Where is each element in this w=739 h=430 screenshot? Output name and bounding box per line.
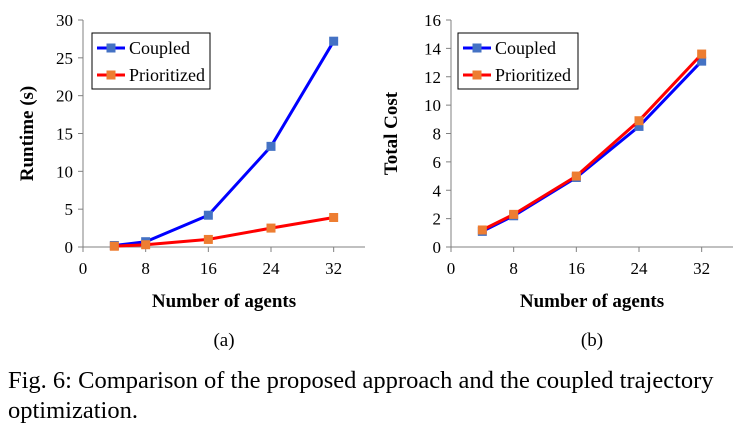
data-point-prioritized: [141, 240, 151, 250]
data-point-prioritized: [329, 212, 339, 222]
data-point-prioritized: [266, 223, 276, 233]
y-tick-label: 6: [433, 153, 442, 172]
x-tick-label: 24: [263, 259, 281, 278]
x-tick-label: 16: [568, 259, 585, 278]
y-tick-label: 12: [424, 68, 441, 87]
y-tick-label: 10: [56, 162, 73, 181]
figure-caption: Fig. 6: Comparison of the proposed appro…: [8, 367, 714, 424]
chart-panel-0: 0 5 10 15 20 25 30 0 8 16 24 32 Number of agents Runt…: [17, 11, 365, 351]
data-point-prioritized: [109, 241, 119, 251]
legend-label-coupled: Coupled: [129, 38, 190, 58]
data-point-prioritized: [203, 234, 213, 244]
data-point-coupled: [329, 36, 339, 46]
x-tick-label: 16: [200, 259, 217, 278]
data-point-prioritized: [634, 116, 644, 126]
y-tick-label: 4: [433, 181, 442, 200]
y-tick-label: 0: [65, 238, 74, 257]
data-point-prioritized: [571, 171, 581, 181]
y-tick-label: 20: [56, 87, 73, 106]
legend-label-coupled: Coupled: [495, 38, 556, 58]
y-tick-label: 2: [433, 210, 442, 229]
data-point-coupled: [697, 56, 707, 66]
x-axis-title: Number of agents: [520, 291, 664, 312]
x-tick-label: 0: [447, 259, 456, 278]
data-point-coupled: [634, 121, 644, 131]
x-tick-label: 0: [79, 259, 88, 278]
legend-swatch-marker: [472, 70, 482, 80]
y-tick-label: 30: [56, 11, 73, 30]
y-tick-label: 10: [424, 96, 441, 115]
data-point-prioritized: [697, 49, 707, 59]
y-tick-label: 16: [424, 11, 441, 30]
x-axis-title: Number of agents: [152, 291, 296, 312]
x-tick-label: 8: [141, 259, 150, 278]
legend-swatch-marker: [106, 43, 116, 53]
legend-swatch-marker: [106, 70, 116, 80]
y-tick-label: 0: [433, 238, 442, 257]
y-axis-title: Runtime (s): [17, 86, 38, 182]
y-tick-label: 5: [65, 200, 74, 219]
legend: Coupled Prioritized: [457, 32, 579, 90]
panel-label: (a): [213, 330, 234, 351]
data-point-coupled: [203, 210, 213, 220]
legend-box: [457, 32, 579, 90]
x-tick-label: 32: [325, 259, 342, 278]
legend-swatch-marker: [472, 43, 482, 53]
y-axis-title: Total Cost: [381, 91, 402, 175]
y-tick-label: 8: [433, 125, 442, 144]
data-point-prioritized: [509, 209, 519, 219]
legend-box: [91, 32, 211, 90]
data-point-coupled: [266, 141, 276, 151]
x-tick-label: 8: [509, 259, 518, 278]
y-tick-label: 15: [56, 125, 73, 144]
legend-label-prioritized: Prioritized: [129, 65, 205, 85]
data-point-prioritized: [477, 225, 487, 235]
x-tick-label: 24: [631, 259, 649, 278]
panel-label: (b): [581, 330, 603, 351]
y-tick-label: 14: [424, 39, 442, 58]
legend-label-prioritized: Prioritized: [495, 65, 571, 85]
x-tick-label: 32: [693, 259, 710, 278]
y-tick-label: 25: [56, 49, 73, 68]
legend: Coupled Prioritized: [91, 32, 211, 90]
